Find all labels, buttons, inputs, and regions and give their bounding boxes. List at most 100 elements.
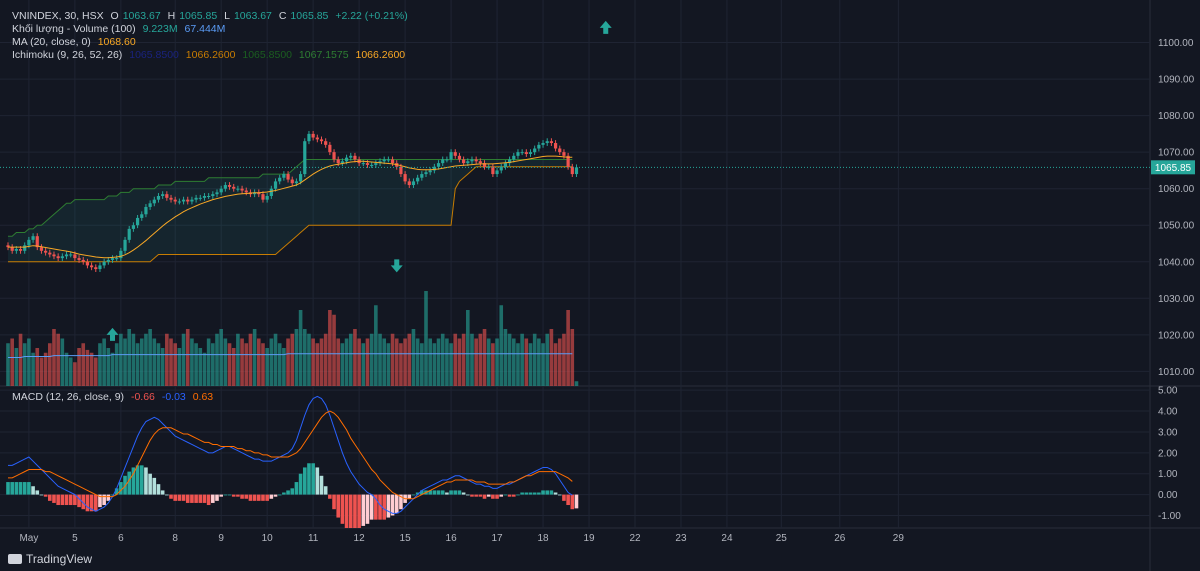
candle-body [48,252,52,255]
candle-body [202,196,207,198]
volume-bar [445,338,449,386]
volume-bar [553,343,558,386]
time-tick-label: May [19,533,38,544]
legend-ma-row[interactable]: MA (20, close, 0) 1068.60 [12,36,140,49]
volume-value: 9.223M [142,23,178,35]
candle-body [478,161,482,164]
macd-histogram-bar [407,494,412,499]
macd-histogram-bar [374,494,378,520]
volume-bar [227,343,232,386]
candle-body [303,141,307,175]
candle-body [361,163,365,165]
candle-body [135,217,140,226]
macd-histogram-bar [181,494,186,501]
candle-body [462,159,466,164]
volume-bar [365,338,370,386]
candle-body [299,174,303,182]
candle-body [211,194,215,196]
volume-bar [353,329,357,386]
price-tick-label: 1100.00 [1158,38,1194,49]
macd-histogram-bar [252,494,257,501]
volume-bar [570,329,575,386]
tradingview-brand[interactable]: TradingView [8,552,92,566]
candle-body [265,196,269,200]
cloud-span-a [8,158,573,237]
last-price-label: 1065.85 [1155,163,1192,174]
volume-bar [22,343,27,386]
legend-volume-row[interactable]: Khối lượng - Volume (100) 9.223M 67.444M [12,23,229,36]
candle-body [173,199,177,202]
candle-body [332,152,336,160]
candle-body [131,225,135,229]
volume-bar [27,338,31,386]
macd-tick-label: 0.00 [1158,490,1178,501]
macd-histogram-bar [156,484,161,495]
last-price-badge [1151,160,1195,175]
candle-body [102,261,106,266]
macd-histogram-bar [453,490,458,495]
volume-bar [549,329,554,386]
candle-body [194,197,198,200]
candle-body [85,261,90,266]
macd-histogram-bar [56,494,60,506]
volume-bar [81,343,86,386]
volume-bar [131,333,136,386]
volume-bar [43,352,48,386]
volume-bar [566,310,570,386]
volume-bar [520,333,524,386]
volume-bar [470,333,474,386]
legend-macd-row[interactable]: MACD (12, 26, close, 9) -0.66 -0.03 0.63 [12,391,217,404]
candle-body [533,148,537,153]
macd-histogram-bar [516,494,520,496]
volume-bar [265,348,269,386]
volume-bar [73,362,77,386]
volume-bar [277,343,282,386]
candle-body [474,159,478,162]
macd-histogram-bar [394,494,399,514]
candle-body [244,190,248,193]
macd-histogram-bar [482,494,487,499]
macd-histogram-bar [81,494,86,510]
macd-histogram-bar [227,494,232,496]
macd-histogram-bar [328,494,332,499]
macd-histogram-bar [440,490,445,495]
time-tick-label: 15 [400,533,412,544]
macd-histogram-bar [369,494,374,520]
volume-bar [106,348,111,386]
macd-histogram-bar [557,494,562,496]
macd-histogram-bar [31,486,35,495]
macd-histogram-bar [148,473,152,495]
low-label: L [224,10,230,22]
macd-histogram-bar [48,494,52,501]
candle-body [432,166,436,171]
ichimoku-conversion-value: 1065.8500 [129,49,179,61]
volume-bar [532,333,537,386]
brand-label: TradingView [26,552,93,566]
candle-body [123,239,127,251]
candle-body [294,181,299,184]
macd-histogram-bar [507,494,512,497]
macd-histogram-bar [185,494,190,503]
candle-body [282,174,286,178]
volume-bar [35,348,40,386]
volume-bar [382,338,386,386]
candle-body [27,239,31,246]
open-value: 1063.67 [122,10,161,22]
candle-body [261,194,265,200]
macd-histogram-bar [553,492,558,495]
ichimoku-span-b-value: 1066.2600 [355,49,406,61]
macd-histogram-bar [89,494,94,512]
legend-ichimoku-row[interactable]: Ichimoku (9, 26, 52, 26) 1065.8500 1066.… [12,49,409,62]
candle-body [278,177,282,182]
volume-bar [85,349,90,386]
candle-body [349,155,353,158]
volume-bar [165,333,169,386]
price-tick-label: 1010.00 [1158,367,1195,378]
macd-histogram-bar [570,494,575,510]
candle-body [566,155,570,167]
cloud-span-b [8,166,573,263]
macd-histogram-bar [64,494,69,506]
candle-body [23,245,27,251]
macd-histogram-bar [68,494,73,506]
